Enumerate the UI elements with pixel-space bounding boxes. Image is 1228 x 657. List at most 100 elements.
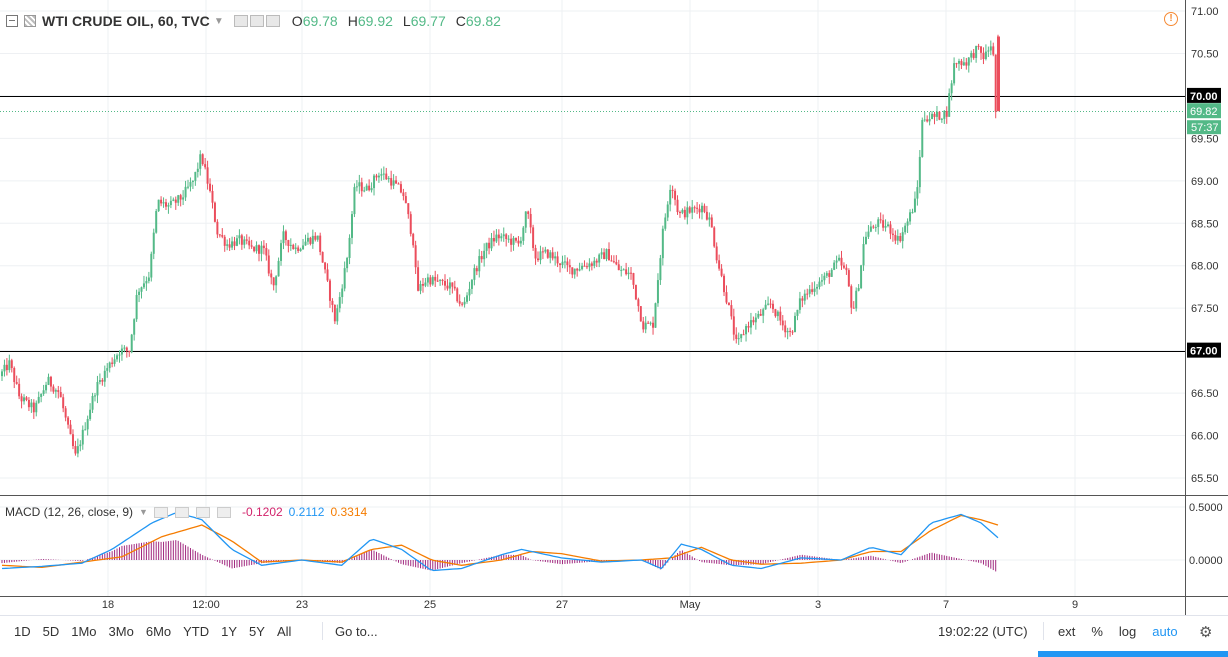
candle-body (918, 156, 921, 188)
close-icon[interactable] (265, 15, 280, 27)
range-5y-button[interactable]: 5Y (249, 624, 265, 639)
candle-body (519, 240, 522, 244)
candle-body (468, 288, 471, 296)
candle-body (568, 265, 571, 268)
candle-body (1, 371, 3, 377)
candle-body (816, 286, 819, 289)
candle-body (49, 376, 52, 387)
price-tick-label: 69.00 (1191, 176, 1219, 188)
candle-body (757, 313, 760, 318)
candle-body (588, 263, 591, 268)
utc-clock[interactable]: 19:02:22 (UTC) (938, 624, 1028, 639)
alert-icon[interactable]: ! (1164, 12, 1178, 26)
candle-body (436, 280, 439, 282)
auto-toggle[interactable]: auto (1152, 624, 1178, 639)
ext-toggle[interactable]: ext (1058, 624, 1076, 639)
candle-body (346, 257, 349, 269)
candle-body (179, 195, 182, 200)
candle-body (801, 298, 804, 301)
candle-body (341, 288, 344, 298)
candle-body (490, 237, 493, 249)
candle-body (492, 237, 495, 242)
collapse-icon[interactable] (6, 15, 18, 27)
candle-body (216, 221, 219, 235)
settings-icon[interactable] (174, 506, 189, 518)
gear-icon[interactable]: ⚙ (1199, 624, 1213, 641)
candle-body (872, 226, 875, 228)
candle-body (794, 315, 797, 333)
range-1mo-button[interactable]: 1Mo (71, 624, 97, 639)
candle-body (145, 281, 148, 284)
visibility-icon[interactable] (233, 15, 248, 27)
candle-body (42, 390, 45, 394)
settings-icon[interactable] (249, 15, 264, 27)
range-5d-button[interactable]: 5D (42, 624, 60, 639)
candle-body (103, 370, 106, 382)
candle-body (199, 154, 202, 169)
candle-body (204, 164, 207, 168)
symbol-title[interactable]: WTI CRUDE OIL, 60, TVC (42, 13, 210, 29)
candle-body (485, 242, 488, 251)
candle-body (363, 190, 366, 192)
candle-body (901, 232, 904, 242)
candle-body (642, 321, 645, 330)
candle-body (583, 265, 586, 267)
range-3mo-button[interactable]: 3Mo (108, 624, 134, 639)
candle-body (231, 241, 234, 248)
candle-body (723, 275, 726, 293)
range-all-button[interactable]: All (276, 624, 292, 639)
candle-body (754, 317, 757, 323)
candle-body (211, 191, 214, 203)
candle-body (745, 326, 748, 335)
candle-body (678, 212, 681, 214)
candle-body (625, 269, 628, 275)
candle-body (497, 234, 500, 239)
candle-body (473, 268, 476, 280)
candle-body (463, 301, 466, 305)
macd-legend: MACD (12, 26, close, 9) ▼ -0.1202 0.2112… (5, 505, 367, 519)
visibility-icon[interactable] (153, 506, 168, 518)
candle-body (962, 62, 965, 66)
candle-body (324, 262, 327, 270)
candle-body (488, 242, 491, 249)
candle-body (54, 390, 57, 392)
candle-body (255, 245, 258, 252)
candle-body (314, 235, 317, 240)
ohlc-values: O69.78 H69.92 L69.77 C69.82 (292, 13, 501, 29)
candle-body (76, 446, 79, 454)
chevron-down-icon[interactable]: ▼ (213, 15, 224, 27)
chart-area[interactable]: 71.00 70.50 69.50 69.00 68.50 68.00 67.50 66.50… (0, 0, 1228, 615)
candle-body (842, 265, 845, 268)
candle-body (664, 217, 667, 229)
last-price-tag (1187, 103, 1221, 119)
range-1d-button[interactable]: 1D (14, 624, 31, 639)
range-ytd-button[interactable]: YTD (183, 624, 210, 639)
goto-button[interactable]: Go to... (335, 624, 378, 639)
macd-title[interactable]: MACD (12, 26, close, 9) (5, 505, 134, 519)
candle-body (693, 207, 696, 209)
candle-body (321, 252, 324, 263)
candle-body (715, 246, 718, 261)
candle-body (152, 232, 155, 254)
candle-body (57, 390, 60, 393)
close-icon[interactable] (195, 506, 210, 518)
candle-body (818, 281, 821, 287)
candle-body (867, 231, 870, 237)
range-6mo-button[interactable]: 6Mo (145, 624, 172, 639)
percent-toggle[interactable]: % (1091, 624, 1103, 639)
range-1y-button[interactable]: 1Y (221, 624, 238, 639)
candle-body (661, 228, 664, 259)
candle-body (563, 261, 566, 263)
chart-canvas[interactable]: 71.00 70.50 69.50 69.00 68.50 68.00 67.50 66.50… (0, 0, 1228, 615)
candle-body (955, 63, 958, 65)
candle-body (803, 293, 806, 301)
macd-line-value: 0.2112 (288, 505, 325, 519)
candle-body (96, 381, 99, 396)
more-icon[interactable] (216, 506, 231, 518)
chevron-down-icon[interactable]: ▼ (139, 507, 148, 517)
candle-body (730, 305, 733, 317)
log-toggle[interactable]: log (1118, 624, 1137, 639)
candle-body (319, 235, 322, 253)
candle-body (615, 261, 618, 265)
candle-body (612, 261, 615, 263)
